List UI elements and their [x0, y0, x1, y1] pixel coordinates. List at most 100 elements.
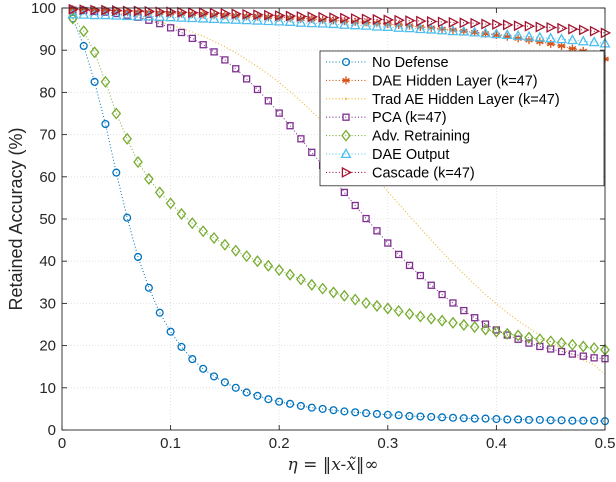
data-point: [339, 289, 350, 302]
data-point: [535, 21, 547, 33]
data-point: [589, 25, 601, 37]
data-point: [416, 22, 425, 31]
data-point: [523, 30, 535, 41]
data-point: [481, 320, 490, 328]
data-point: [317, 282, 328, 295]
legend-label: PCA (k=47): [372, 110, 447, 126]
data-point: [502, 327, 513, 340]
data-point: [577, 35, 589, 46]
data-point: [230, 13, 242, 24]
data-point: [556, 33, 568, 44]
data-point: [405, 412, 414, 421]
data-point: [296, 401, 305, 410]
data-point: [470, 17, 481, 29]
data-point: [449, 299, 457, 307]
data-point: [275, 397, 284, 406]
data-point: [416, 271, 425, 280]
data-point: [566, 34, 578, 45]
data-point: [513, 20, 525, 32]
data-point: [448, 316, 458, 329]
data-point: [144, 5, 156, 17]
data-point: [121, 10, 133, 21]
legend-label: Adv. Retraining: [372, 129, 470, 145]
data-point: [350, 293, 361, 306]
data-point: [144, 283, 153, 292]
data-point: [306, 278, 317, 291]
data-point: [589, 342, 599, 355]
data-point: [438, 290, 446, 299]
data-point: [328, 286, 339, 299]
data-point: [514, 34, 523, 43]
data-point: [490, 28, 502, 39]
y-tick-label: 30: [39, 295, 56, 312]
data-point: [89, 9, 101, 20]
data-point: [241, 250, 252, 263]
data-point: [361, 13, 373, 25]
data-point: [177, 6, 188, 18]
x-tick-label: 0.4: [486, 435, 507, 452]
data-point: [448, 16, 460, 28]
legend-marker: [341, 129, 351, 142]
data-point: [273, 15, 285, 26]
data-point: [590, 354, 598, 362]
data-point: [101, 120, 110, 129]
data-point: [458, 25, 470, 36]
data-point: [100, 75, 111, 88]
data-point: [307, 403, 316, 412]
data-point: [122, 132, 132, 145]
data-point: [470, 414, 479, 423]
data-point: [545, 32, 557, 43]
legend: No Defense DAE Hidden Layer (k=47) Trad AE…: [319, 50, 605, 187]
data-point: [242, 388, 251, 397]
data-point: [274, 264, 285, 277]
data-point: [514, 415, 523, 424]
data-point: [384, 239, 392, 247]
legend-marker: [341, 166, 353, 178]
legend-marker: [344, 97, 348, 100]
x-tick-label: 0.1: [160, 435, 181, 452]
data-point: [111, 107, 122, 120]
data-point: [338, 18, 350, 29]
data-point: [122, 5, 134, 17]
data-point: [568, 44, 577, 53]
data-point: [469, 26, 481, 37]
data-point: [253, 391, 262, 400]
data-point: [175, 11, 187, 22]
data-point: [568, 350, 577, 358]
data-point: [166, 327, 175, 336]
data-point: [383, 20, 392, 29]
data-point: [579, 352, 587, 360]
data-point: [427, 23, 436, 32]
data-point: [394, 20, 403, 29]
data-point: [263, 259, 274, 272]
data-point: [491, 325, 502, 338]
x-axis-label: η = ‖x-x̃‖∞: [287, 455, 378, 475]
data-point: [78, 8, 90, 19]
data-point: [188, 34, 196, 43]
data-point: [448, 413, 458, 422]
legend-marker: [340, 148, 352, 159]
legend-marker: [341, 57, 351, 67]
ticks: 0 10 20 30 40 50 60 70 80 90 100 0 0.1 0.2 0.3 0.4 0.5: [31, 0, 615, 452]
data-point: [318, 404, 327, 413]
data-point: [242, 8, 253, 20]
data-point: [360, 19, 372, 30]
data-point: [480, 323, 491, 336]
data-point: [285, 10, 297, 22]
data-point: [459, 414, 468, 423]
data-point: [308, 148, 316, 156]
data-point: [448, 25, 457, 34]
data-point: [133, 252, 143, 262]
data-point: [340, 12, 351, 24]
series-layer: [67, 3, 612, 426]
data-point: [219, 13, 231, 24]
y-tick-label: 90: [39, 42, 56, 59]
data-point: [393, 21, 405, 32]
data-point: [99, 9, 111, 20]
data-point: [383, 410, 392, 419]
data-point: [329, 12, 340, 24]
data-point: [264, 395, 273, 404]
data-point: [503, 32, 512, 41]
data-point: [546, 21, 557, 33]
data-point: [241, 14, 253, 25]
